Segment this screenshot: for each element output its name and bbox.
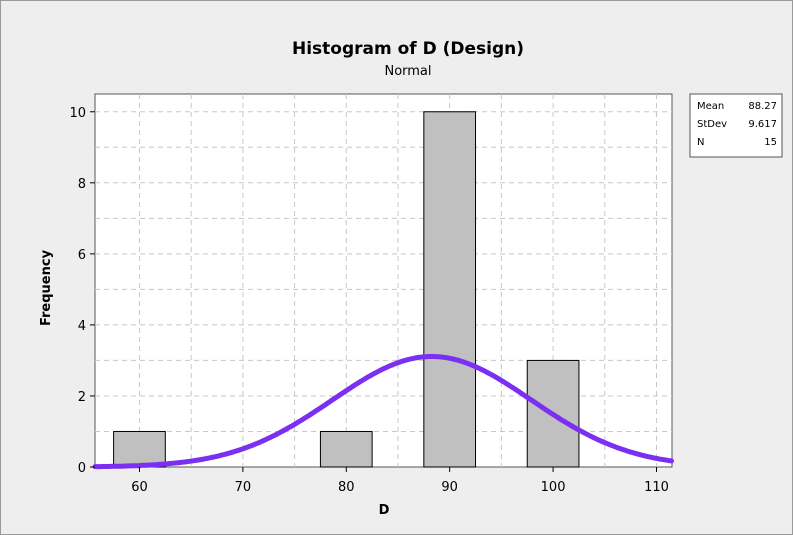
- x-tick-label: 60: [131, 480, 148, 495]
- histogram-bar: [113, 430, 166, 468]
- x-tick-label: 80: [338, 480, 355, 495]
- stat-label: N: [697, 137, 704, 148]
- x-tick-label: 100: [541, 480, 566, 495]
- stat-label: StDev: [697, 119, 727, 130]
- plot-area: [94, 93, 673, 468]
- histogram-bar: [319, 430, 373, 468]
- y-tick-label: 8: [78, 177, 86, 192]
- histogram-bar: [423, 111, 477, 468]
- y-axis-title: Frequency: [39, 249, 54, 326]
- y-tick-label: 4: [78, 319, 86, 334]
- x-tick-label: 110: [644, 480, 669, 495]
- x-tick-label: 70: [235, 480, 252, 495]
- chart-subtitle: Normal: [384, 64, 431, 79]
- x-tick-label: 90: [441, 480, 458, 495]
- y-tick-label: 10: [69, 106, 86, 121]
- histogram-bars: [113, 111, 580, 468]
- y-tick-label: 6: [78, 248, 86, 263]
- chart-title: Histogram of D (Design): [292, 39, 524, 59]
- x-axis-title: D: [379, 503, 390, 518]
- normal-fit-curve: [92, 354, 674, 470]
- stat-value: 15: [764, 137, 777, 148]
- y-tick-label: 2: [78, 390, 86, 405]
- y-tick-label: 0: [78, 461, 86, 476]
- stats-box-frame: [689, 93, 783, 158]
- stat-value: 88.27: [748, 101, 777, 112]
- stat-value: 9.617: [748, 119, 777, 130]
- stats-legend-box: Mean 88.27 StDev 9.617 N 15: [689, 93, 783, 158]
- axis-ticks: 60 70 80 90 100 110 0 2 4 6 8 10: [69, 106, 668, 495]
- stat-label: Mean: [697, 101, 724, 112]
